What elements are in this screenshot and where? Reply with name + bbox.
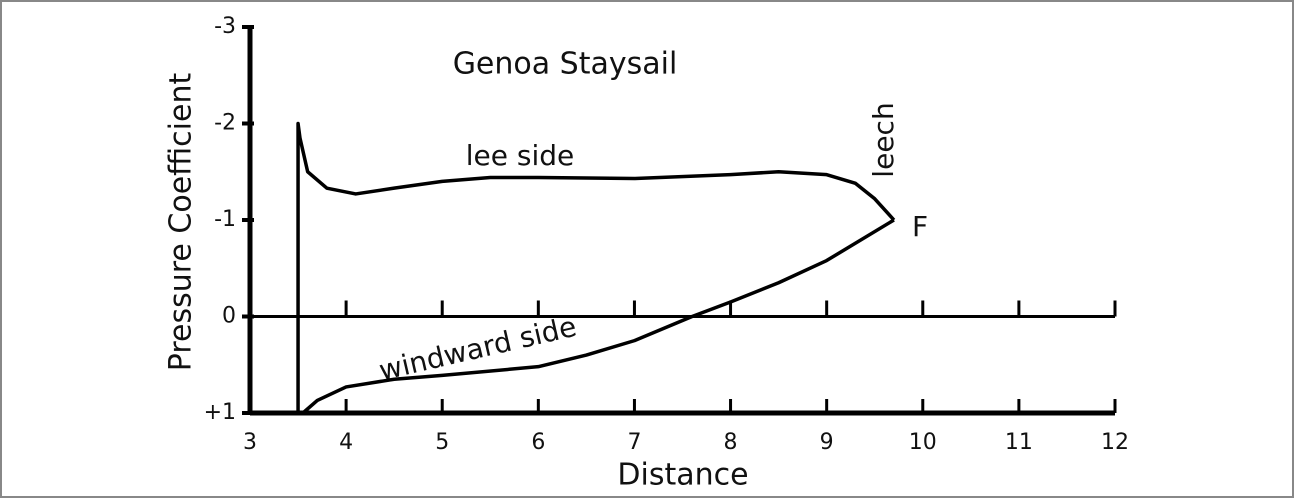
x-tick-label: 7 — [627, 430, 641, 455]
y-tick-label: 0 — [222, 304, 236, 329]
series-line — [301, 218, 895, 415]
x-tick-label: 10 — [909, 430, 937, 455]
x-tick-label: 11 — [1005, 430, 1033, 455]
x-tick-label: 3 — [243, 430, 257, 455]
x-tick-label: 5 — [435, 430, 449, 455]
y-axis-label: Pressure Coefficient — [164, 73, 199, 372]
x-tick-label: 9 — [820, 430, 834, 455]
x-tick-label: 4 — [339, 430, 353, 455]
y-tick-label: -3 — [214, 14, 236, 39]
chart-title: Genoa Staysail — [453, 47, 678, 82]
series-line — [296, 121, 896, 413]
annotation: F — [912, 210, 928, 243]
y-tick-label: -2 — [214, 111, 236, 136]
y-tick-label: +1 — [204, 400, 236, 425]
annotation: leech — [867, 102, 900, 177]
annotation: lee side — [466, 139, 575, 172]
x-tick-label: 8 — [724, 430, 738, 455]
x-axis-label: Distance — [617, 458, 748, 493]
x-tick-label: 12 — [1101, 430, 1129, 455]
x-tick-label: 6 — [531, 430, 545, 455]
y-tick-label: -1 — [214, 207, 236, 232]
